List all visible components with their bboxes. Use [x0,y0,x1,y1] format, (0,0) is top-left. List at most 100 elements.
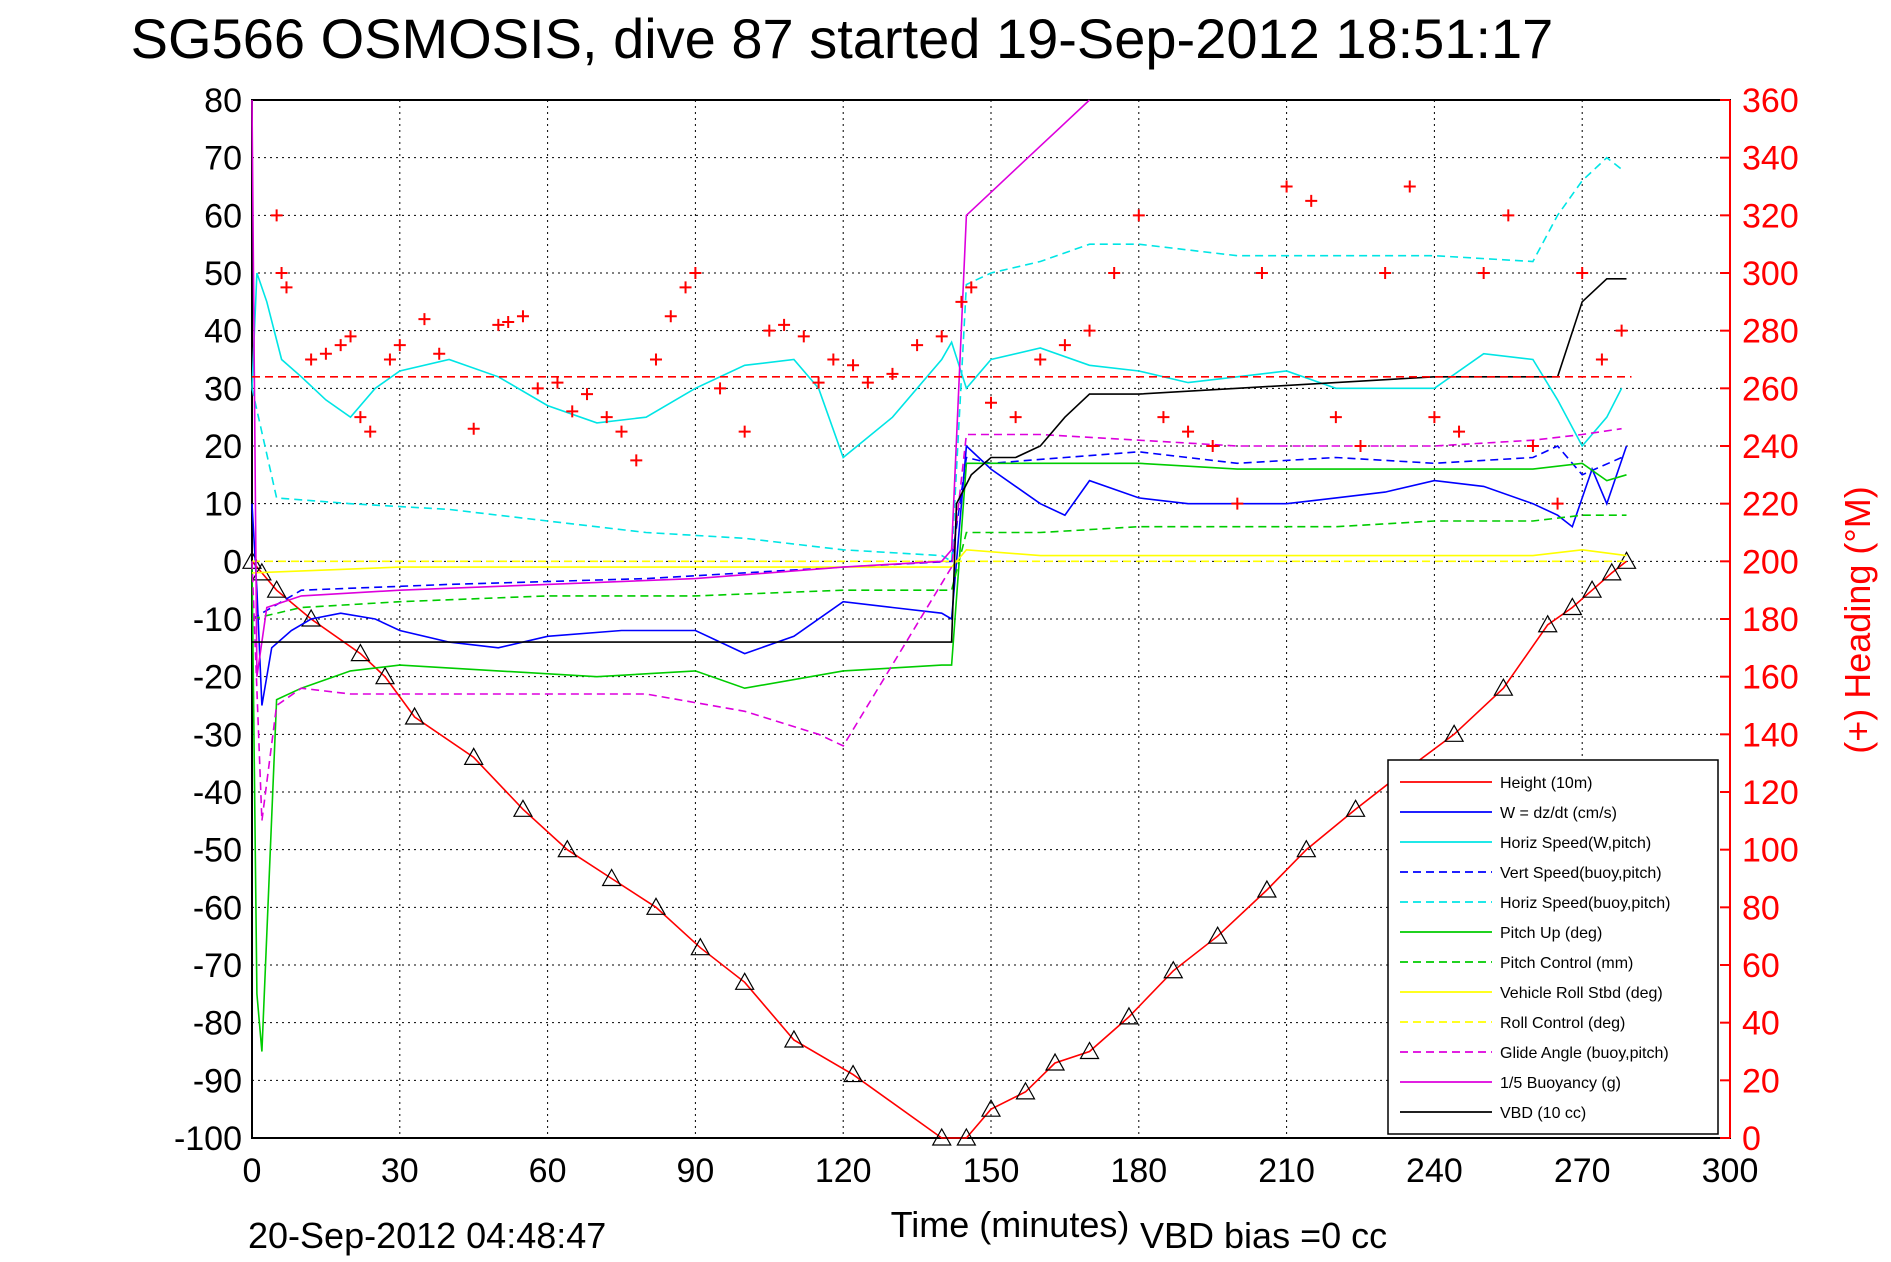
right-tick-label: 60 [1742,947,1780,985]
x-tick-label: 150 [963,1152,1020,1190]
heading-marker [911,339,924,352]
right-tick-label: 0 [1742,1120,1761,1158]
x-tick-label: 240 [1406,1152,1463,1190]
legend-label: Pitch Up (deg) [1500,925,1602,942]
heading-marker [955,295,968,308]
heading-marker [467,422,480,435]
heading-marker [364,425,377,438]
x-tick-label: 0 [243,1152,262,1190]
heading-marker [1034,353,1047,366]
y-tick-label: 80 [204,82,242,120]
heading-marker [1108,267,1121,279]
heading-marker [1182,425,1195,438]
legend-label: Roll Control (deg) [1500,1015,1625,1032]
heading-marker [738,425,751,438]
right-tick-label: 100 [1742,832,1799,870]
right-tick-label: 180 [1742,601,1799,639]
height-marker [690,937,711,956]
heading-marker [1157,411,1170,424]
y-tick-label: -10 [193,601,242,639]
heading-marker [305,353,318,366]
heading-marker [334,339,347,352]
y-tick-label: -80 [193,1005,242,1043]
heading-marker [275,267,288,279]
series-horiz-speed-buoy-pitch [251,156,1623,563]
heading-marker [664,310,677,323]
right-tick-label: 260 [1742,370,1799,408]
heading-marker [1379,267,1392,279]
height-marker [1601,562,1622,581]
y-tick-label: 50 [204,255,242,293]
heading-marker [714,382,727,395]
heading-marker [492,318,505,331]
height-marker [404,706,425,725]
heading-marker [778,318,791,331]
heading-marker [1502,209,1515,222]
heading-marker [763,324,776,337]
x-tick-label: 90 [676,1152,714,1190]
heading-marker [344,330,357,343]
heading-marker [1206,440,1219,452]
height-marker [1493,677,1514,696]
series-layer [241,99,1637,1146]
footer-timestamp: 20-Sep-2012 04:48:47 [248,1215,606,1256]
height-marker [463,747,484,765]
legend-label: Vert Speed(buoy,pitch) [1500,865,1662,882]
y-tick-label: -60 [193,889,242,927]
heading-marker [319,347,332,360]
heading-marker [1551,497,1564,510]
right-tick-label: 80 [1742,889,1780,927]
height-marker [783,1029,804,1048]
legend-label: VBD (10 cc) [1500,1105,1586,1122]
heading-marker [1132,209,1145,222]
height-marker [956,1127,977,1146]
heading-marker [1083,324,1096,337]
x-tick-label: 180 [1110,1152,1167,1190]
heading-marker [861,376,874,389]
heading-marker [847,359,860,372]
footer-vbd-bias: VBD bias =0 cc [1140,1215,1387,1256]
y-tick-label: 60 [204,197,242,235]
heading-marker [1354,440,1367,452]
heading-marker [679,281,692,294]
heading-marker [531,382,544,395]
y-tick-label: -20 [193,659,242,697]
height-marker [734,972,755,990]
y-tick-label: 40 [204,313,242,351]
height-marker [1207,925,1228,944]
heading-marker [1231,497,1244,510]
series-height-10m [251,560,1627,1139]
series-heading [270,180,1628,510]
height-marker [1163,960,1184,979]
right-tick-label: 340 [1742,140,1799,178]
height-marker [374,666,396,685]
y-tick-label: -40 [193,774,242,812]
height-marker [1118,1006,1139,1025]
heading-marker [551,376,564,389]
heading-marker [615,425,628,438]
heading-marker [649,353,662,366]
y-tick-label: 30 [204,370,242,408]
height-marker [1582,579,1603,598]
height-marker [980,1098,1002,1117]
y-tick-label: 70 [204,140,242,178]
height-marker [1256,879,1277,898]
x-tick-label: 30 [381,1152,419,1190]
x-tick-label: 270 [1554,1152,1611,1190]
bottom-axis-ticks: 0 30 60 90 120 150 180 210 240 270 300 [243,1152,1759,1190]
heading-marker [935,330,948,343]
x-tick-label: 60 [529,1152,567,1190]
heading-marker [1428,411,1441,424]
series-glide-angle-buoy-pitch [251,427,1622,821]
height-marker [1079,1041,1100,1060]
height-marker [1444,724,1465,742]
y-tick-label: -70 [193,947,242,985]
right-tick-label: 40 [1742,1005,1780,1043]
height-marker [557,839,578,858]
heading-marker [1576,267,1589,279]
legend-box [1387,759,1719,1135]
series-horiz-speed-w-pitch [251,272,1623,459]
right-axis-label: (+) Heading (°M) [1837,486,1878,753]
right-tick-label: 240 [1742,428,1799,466]
